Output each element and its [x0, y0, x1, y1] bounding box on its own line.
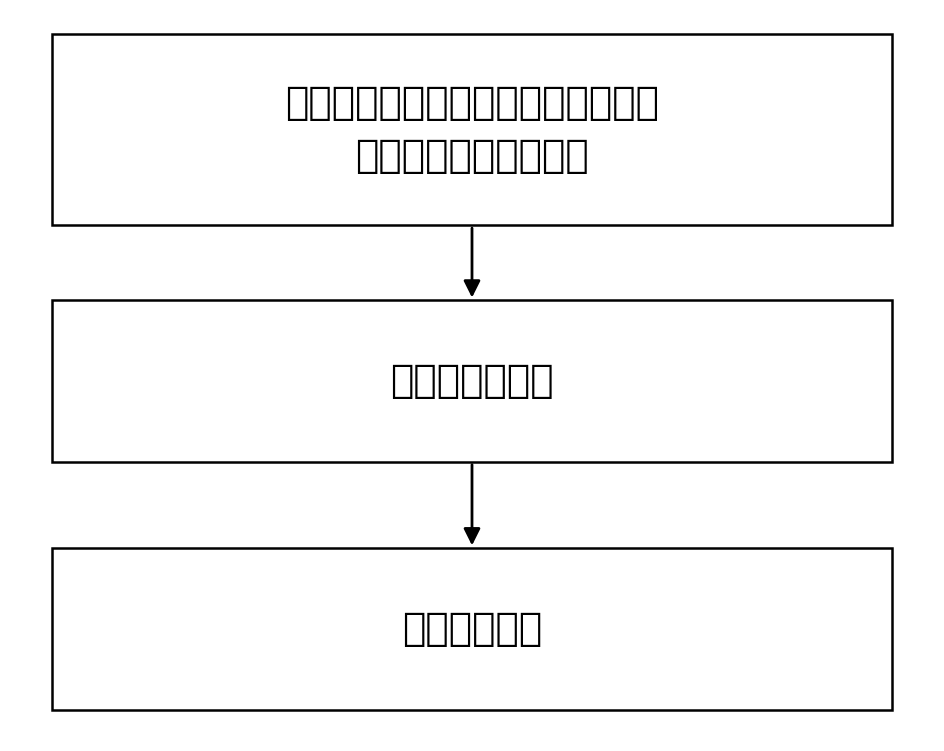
Text: 磁场稳态检测: 磁场稳态检测 [402, 610, 542, 648]
Bar [52, 300, 892, 462]
Bar [52, 548, 892, 710]
Bar [52, 34, 892, 225]
Text: 采集磁力计测量数据、陀螺仪测量数
据、加速度计测量数据: 采集磁力计测量数据、陀螺仪测量数 据、加速度计测量数据 [285, 84, 659, 175]
Text: 计算检验统计量: 计算检验统计量 [390, 362, 554, 400]
